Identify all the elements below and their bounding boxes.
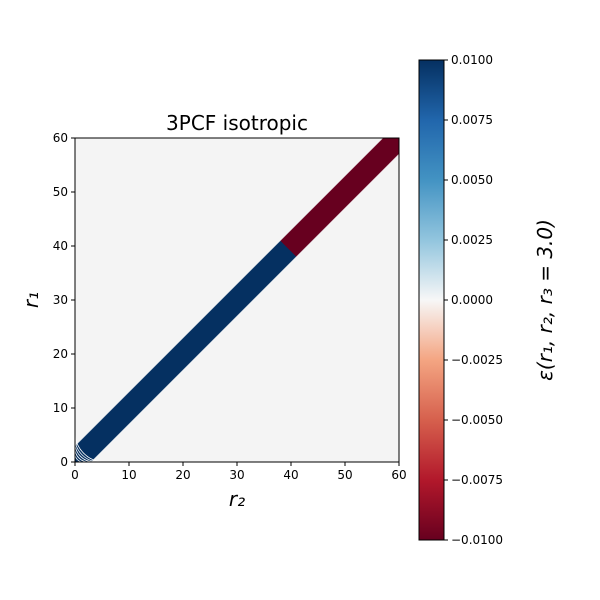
colorbar-tick-label: 0.0025 xyxy=(451,233,493,247)
y-axis-ticks: 0 10 20 30 40 50 60 xyxy=(53,131,75,469)
colorbar-tick-label: −0.0050 xyxy=(451,413,503,427)
x-tick-label: 60 xyxy=(391,468,406,482)
colorbar-tick-label: −0.0025 xyxy=(451,353,503,367)
colorbar-tick-label: 0.0100 xyxy=(451,53,493,67)
colorbar-gradient xyxy=(418,59,445,541)
colorbar-label: ε(r₁, r₂, r₃ = 3.0) xyxy=(533,219,557,381)
positive-region xyxy=(75,208,329,462)
y-tick-label: 40 xyxy=(53,239,68,253)
x-tick-label: 50 xyxy=(337,468,352,482)
x-tick-label: 40 xyxy=(283,468,298,482)
y-axis-label: r₁ xyxy=(19,292,43,308)
y-tick-label: 20 xyxy=(53,347,68,361)
colorbar-tick-label: 0.0000 xyxy=(451,293,493,307)
colorbar: 0.0100 0.0075 0.0050 0.0025 0.0000 −0.0025 −0.… xyxy=(418,53,557,547)
y-tick-label: 60 xyxy=(53,131,68,145)
chart-title: 3PCF isotropic xyxy=(166,111,308,135)
diagonal-band xyxy=(75,138,399,462)
y-tick-label: 50 xyxy=(53,185,68,199)
y-tick-label: 10 xyxy=(53,401,68,415)
x-axis-label: r₂ xyxy=(229,487,245,511)
x-tick-label: 10 xyxy=(121,468,136,482)
contour-line xyxy=(90,153,399,462)
colorbar-tick-label: −0.0075 xyxy=(451,473,503,487)
colorbar-tick-label: 0.0050 xyxy=(451,173,493,187)
y-tick-label: 0 xyxy=(60,455,68,469)
negative-region xyxy=(280,138,399,257)
colorbar-ticks: 0.0100 0.0075 0.0050 0.0025 0.0000 −0.0025 −0.… xyxy=(444,53,503,547)
x-tick-label: 0 xyxy=(71,468,79,482)
x-axis-ticks: 0 10 20 30 40 50 60 xyxy=(71,462,407,482)
contour-line xyxy=(75,138,384,447)
x-tick-label: 30 xyxy=(229,468,244,482)
y-tick-label: 30 xyxy=(53,293,68,307)
heatmap-plot: 0 10 20 30 40 50 60 0 10 20 30 40 50 60 3PCF isotrop… xyxy=(19,111,407,511)
x-tick-label: 20 xyxy=(175,468,190,482)
colorbar-tick-label: −0.0100 xyxy=(451,533,503,547)
colorbar-tick-label: 0.0075 xyxy=(451,113,493,127)
